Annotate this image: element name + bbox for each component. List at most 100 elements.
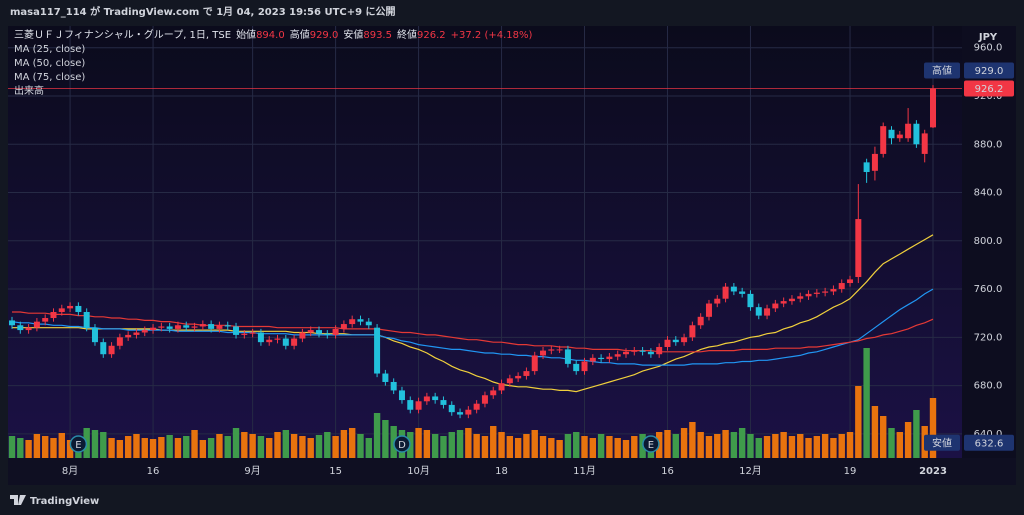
candle-body: [448, 404, 455, 413]
volume-bar: [780, 432, 787, 458]
candle-body: [689, 325, 696, 338]
candle-body: [415, 401, 422, 410]
candle-body: [656, 346, 663, 355]
volume-bar: [324, 432, 331, 458]
x-tick-label: 11月: [573, 465, 596, 477]
candle-body: [116, 337, 123, 346]
candle-body: [905, 123, 912, 139]
logo-text: TradingView: [30, 496, 99, 507]
volume-bar: [838, 434, 845, 458]
candle-body: [523, 371, 530, 376]
volume-bar: [158, 437, 165, 458]
price-tag-value: 926.2: [975, 84, 1004, 95]
candle-body: [639, 350, 646, 352]
time-axis: [8, 458, 1016, 485]
volume-bar: [473, 434, 480, 458]
volume-bar: [290, 434, 298, 458]
candle-body: [481, 395, 488, 404]
volume-bar: [805, 438, 812, 458]
volume-bar: [730, 432, 738, 458]
volume-bar: [282, 430, 290, 458]
legend: 三菱ＵＦＪフィナンシャル・グループ, 1日, TSE 始値894.0 高値929.0…: [14, 28, 532, 41]
candle-body: [780, 301, 787, 304]
candle-body: [797, 296, 804, 299]
volume-bar: [116, 440, 124, 458]
candle-body: [25, 327, 32, 331]
volume-bar: [41, 436, 49, 458]
volume-bar: [913, 410, 920, 458]
x-tick-label: 9月: [244, 465, 260, 477]
candle-body: [407, 400, 414, 410]
volume-bar: [108, 438, 115, 458]
candle-body: [42, 318, 49, 322]
legend-change: +37.2 (+4.18%): [451, 30, 533, 41]
x-tick-label: 16: [147, 466, 160, 477]
event-marker: [69, 435, 88, 453]
volume-bar: [266, 438, 273, 458]
y-tick-label: 960.0: [974, 43, 1003, 54]
volume-bar: [257, 436, 265, 458]
ma-legend: MA (50, close): [14, 58, 85, 69]
candle-body: [174, 325, 181, 329]
volume-bar: [91, 430, 99, 458]
footer-logo: TradingView: [10, 495, 99, 507]
candle-body: [556, 349, 563, 351]
candle-body: [921, 133, 928, 154]
volume-bar: [772, 434, 779, 458]
candle-body: [357, 319, 364, 322]
volume-bar: [855, 386, 862, 458]
price-axis: [962, 26, 1016, 458]
price-tag-value: 632.6: [975, 438, 1004, 449]
candle-body: [17, 325, 24, 331]
volume-bar: [183, 436, 190, 458]
candle-body: [830, 289, 837, 292]
logo-icon: [10, 495, 26, 505]
legend-ohlc-value: 893.5: [363, 30, 392, 41]
candle-body: [473, 403, 480, 410]
candle-body: [307, 330, 314, 333]
y-tick-label: 640.0: [974, 429, 1003, 440]
volume-bar: [705, 436, 713, 458]
candle-body: [930, 88, 936, 128]
volume-bar: [50, 438, 57, 458]
candle-body: [672, 339, 679, 343]
x-tick-label: 10月: [407, 465, 430, 477]
volume-bar: [714, 434, 721, 458]
candle-body: [589, 357, 596, 362]
volume-bar: [548, 438, 555, 458]
candle-body: [398, 390, 405, 401]
candle-body: [913, 123, 920, 145]
price-tag-name: 安値: [932, 436, 952, 449]
legend-ohlc-name: 始値: [236, 28, 256, 41]
candle-body: [257, 332, 264, 343]
candle-body: [573, 363, 580, 372]
candle-body: [764, 308, 771, 316]
publish-header: masa117_114 が TradingView.com で 1月 04, 2…: [10, 5, 396, 18]
volume-bar: [631, 436, 638, 458]
volume-bar: [382, 420, 389, 458]
volume-bar: [573, 432, 580, 458]
candle-body: [208, 324, 215, 329]
volume-bar: [149, 439, 157, 458]
candle-body: [440, 400, 447, 405]
candle-body: [515, 375, 522, 379]
volume-bar: [871, 406, 879, 458]
volume-bar: [498, 432, 505, 458]
x-tick-label: 15: [329, 466, 342, 477]
volume-bar: [191, 430, 198, 458]
volume-bar: [581, 436, 588, 458]
volume-bar: [307, 438, 314, 458]
event-label: E: [75, 440, 81, 451]
candle-body: [531, 355, 538, 372]
volume-bar: [373, 413, 381, 458]
candle-body: [863, 162, 870, 173]
candle-body: [133, 332, 140, 335]
volume-bar: [133, 434, 140, 458]
volume-bar: [888, 428, 895, 458]
volume-bar: [846, 432, 854, 458]
price-tag-name: 高値: [932, 64, 952, 77]
volume-bar: [299, 436, 306, 458]
event-label: D: [398, 440, 406, 451]
price-tag-box: [964, 62, 1014, 79]
